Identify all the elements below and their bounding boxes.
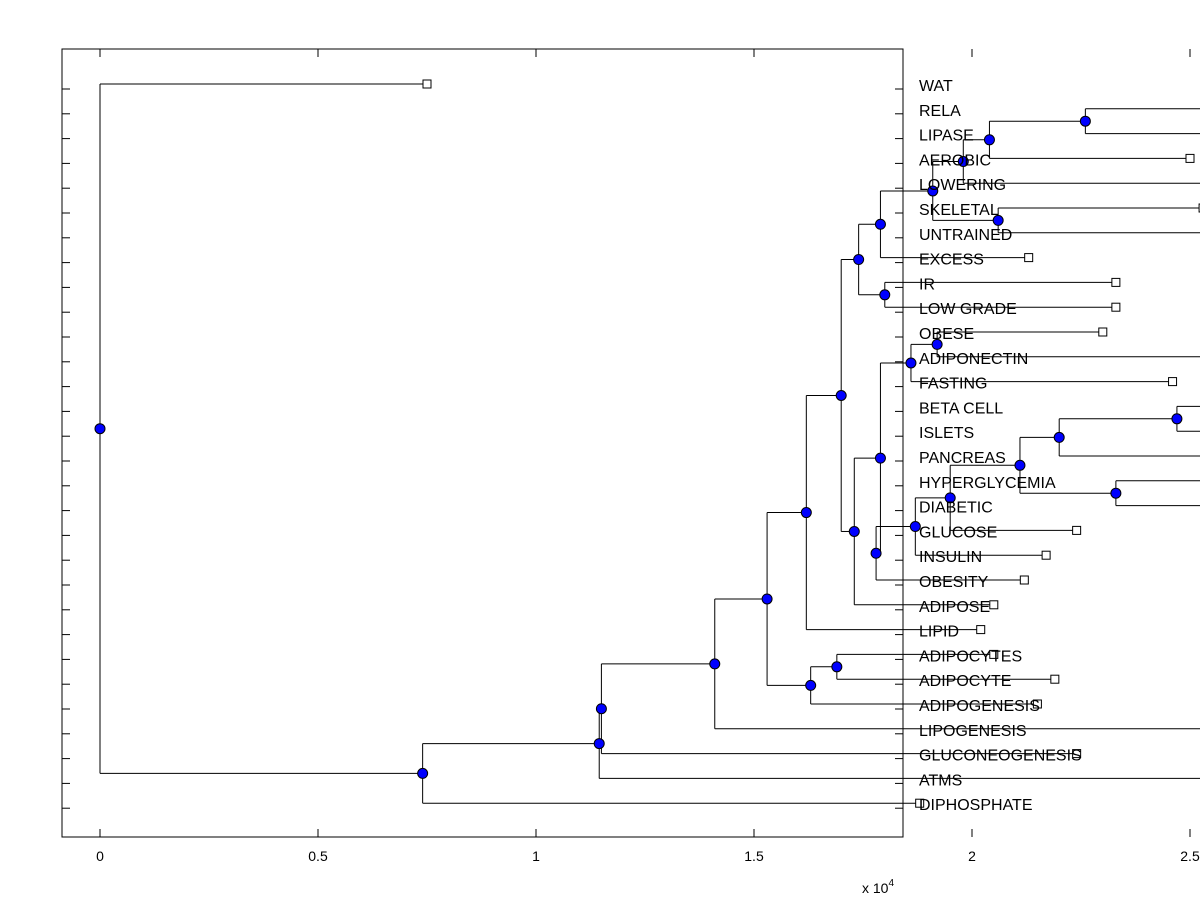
- leaf-label: ADIPONECTIN: [919, 351, 1028, 368]
- leaf-label: EXCESS: [919, 252, 984, 269]
- leaf-marker: [1032, 699, 1042, 709]
- leaf-label: RELA: [919, 103, 961, 120]
- leaf-label: BETA CELL: [919, 400, 1003, 417]
- cluster-node: [1110, 487, 1122, 499]
- leaf-label: HYPERGLYCEMIA: [919, 475, 1056, 492]
- x-scale-exponent: 4: [888, 878, 894, 889]
- leaf-marker: [422, 79, 432, 89]
- leaf-marker: [915, 798, 925, 808]
- leaf-label: OBESE: [919, 326, 974, 343]
- cluster-node: [1014, 459, 1026, 471]
- x-scale-label: x 104: [862, 878, 894, 896]
- leaf-label: AEROBIC: [919, 152, 991, 169]
- leaf-label: SKELETAL: [919, 202, 999, 219]
- cluster-node: [1053, 431, 1065, 443]
- cluster-node: [944, 492, 956, 504]
- leaf-marker: [1185, 153, 1195, 163]
- leaf-label: GLUCOSE: [919, 524, 997, 541]
- cluster-node: [853, 254, 865, 266]
- cluster-node: [848, 525, 860, 537]
- leaf-label: DIPHOSPHATE: [919, 797, 1033, 814]
- leaf-marker: [976, 625, 986, 635]
- leaf-label: DIABETIC: [919, 500, 993, 517]
- leaf-marker: [989, 649, 999, 659]
- x-ticks: 00.511.522.533.5: [96, 49, 1200, 864]
- node-markers: [94, 115, 1183, 779]
- cluster-node: [800, 507, 812, 519]
- cluster-node: [1171, 413, 1183, 425]
- cluster-node: [805, 679, 817, 691]
- leaf-label: ADIPOGENESIS: [919, 698, 1040, 715]
- cluster-node: [593, 738, 605, 750]
- cluster-node: [874, 452, 886, 464]
- leaf-label: INSULIN: [919, 549, 982, 566]
- x-tick-label: 1.5: [744, 848, 764, 864]
- leaf-marker: [1111, 277, 1121, 287]
- cluster-node: [831, 661, 843, 673]
- leaf-label: WAT: [919, 78, 953, 95]
- leaf-label: PANCREAS: [919, 450, 1006, 467]
- leaf-label: ADIPOCYTES: [919, 648, 1022, 665]
- cluster-node: [709, 658, 721, 670]
- cluster-node: [931, 338, 943, 350]
- leaf-marker: [1019, 575, 1029, 585]
- leaf-label: ADIPOSE: [919, 599, 990, 616]
- leaf-marker: [989, 600, 999, 610]
- leaf-marker: [1041, 550, 1051, 560]
- leaf-marker: [1024, 253, 1034, 263]
- leaf-marker: [1072, 525, 1082, 535]
- x-tick-label: 2: [968, 848, 976, 864]
- leaf-label: LIPASE: [919, 128, 974, 145]
- leaf-label: IR: [919, 276, 935, 293]
- leaf-marker: [1072, 749, 1082, 759]
- leaf-marker: [1050, 674, 1060, 684]
- cluster-node: [1079, 115, 1091, 127]
- cluster-node: [983, 134, 995, 146]
- x-tick-label: 1: [532, 848, 540, 864]
- leaf-marker: [1111, 302, 1121, 312]
- leaf-label: FASTING: [919, 376, 987, 393]
- plot-frame: [61, 48, 904, 838]
- leaf-marker: [1168, 377, 1178, 387]
- x-tick-label: 0: [96, 848, 104, 864]
- cluster-node: [957, 156, 969, 167]
- leaf-label: LOWERING: [919, 177, 1006, 194]
- leaf-label: ADIPOCYTE: [919, 673, 1011, 690]
- cluster-node: [870, 547, 882, 559]
- cluster-node: [992, 214, 1004, 226]
- x-tick-label: 0.5: [308, 848, 328, 864]
- cluster-node: [905, 357, 917, 369]
- leaf-label: LIPID: [919, 624, 959, 641]
- leaf-marker: [1098, 327, 1108, 337]
- leaf-label: UNTRAINED: [919, 227, 1012, 244]
- cluster-node: [94, 423, 106, 435]
- leaf-label: LIPOGENESIS: [919, 723, 1027, 740]
- leaf-labels: WAT RELA LIPASE AEROBIC LOWERING SKELETAL UNTR…: [919, 78, 1082, 814]
- leaf-label: ISLETS: [919, 425, 974, 442]
- cluster-node: [761, 593, 773, 605]
- cluster-node: [417, 767, 429, 779]
- cluster-node: [835, 390, 847, 402]
- y-ticks: [62, 88, 903, 809]
- leaf-markers: [422, 79, 1200, 808]
- leaf-label: OBESITY: [919, 574, 989, 591]
- leaf-label: ATMS: [919, 772, 962, 789]
- cluster-node: [927, 185, 939, 197]
- dendrogram-links: [99, 83, 1200, 804]
- cluster-node: [879, 289, 891, 301]
- leaf-label: LOW GRADE: [919, 301, 1017, 318]
- cluster-node: [874, 218, 886, 230]
- cluster-node: [595, 703, 607, 715]
- cluster-node: [909, 521, 921, 533]
- leaf-label: GLUCONEOGENESIS: [919, 748, 1082, 765]
- x-tick-label: 2.5: [1180, 848, 1200, 864]
